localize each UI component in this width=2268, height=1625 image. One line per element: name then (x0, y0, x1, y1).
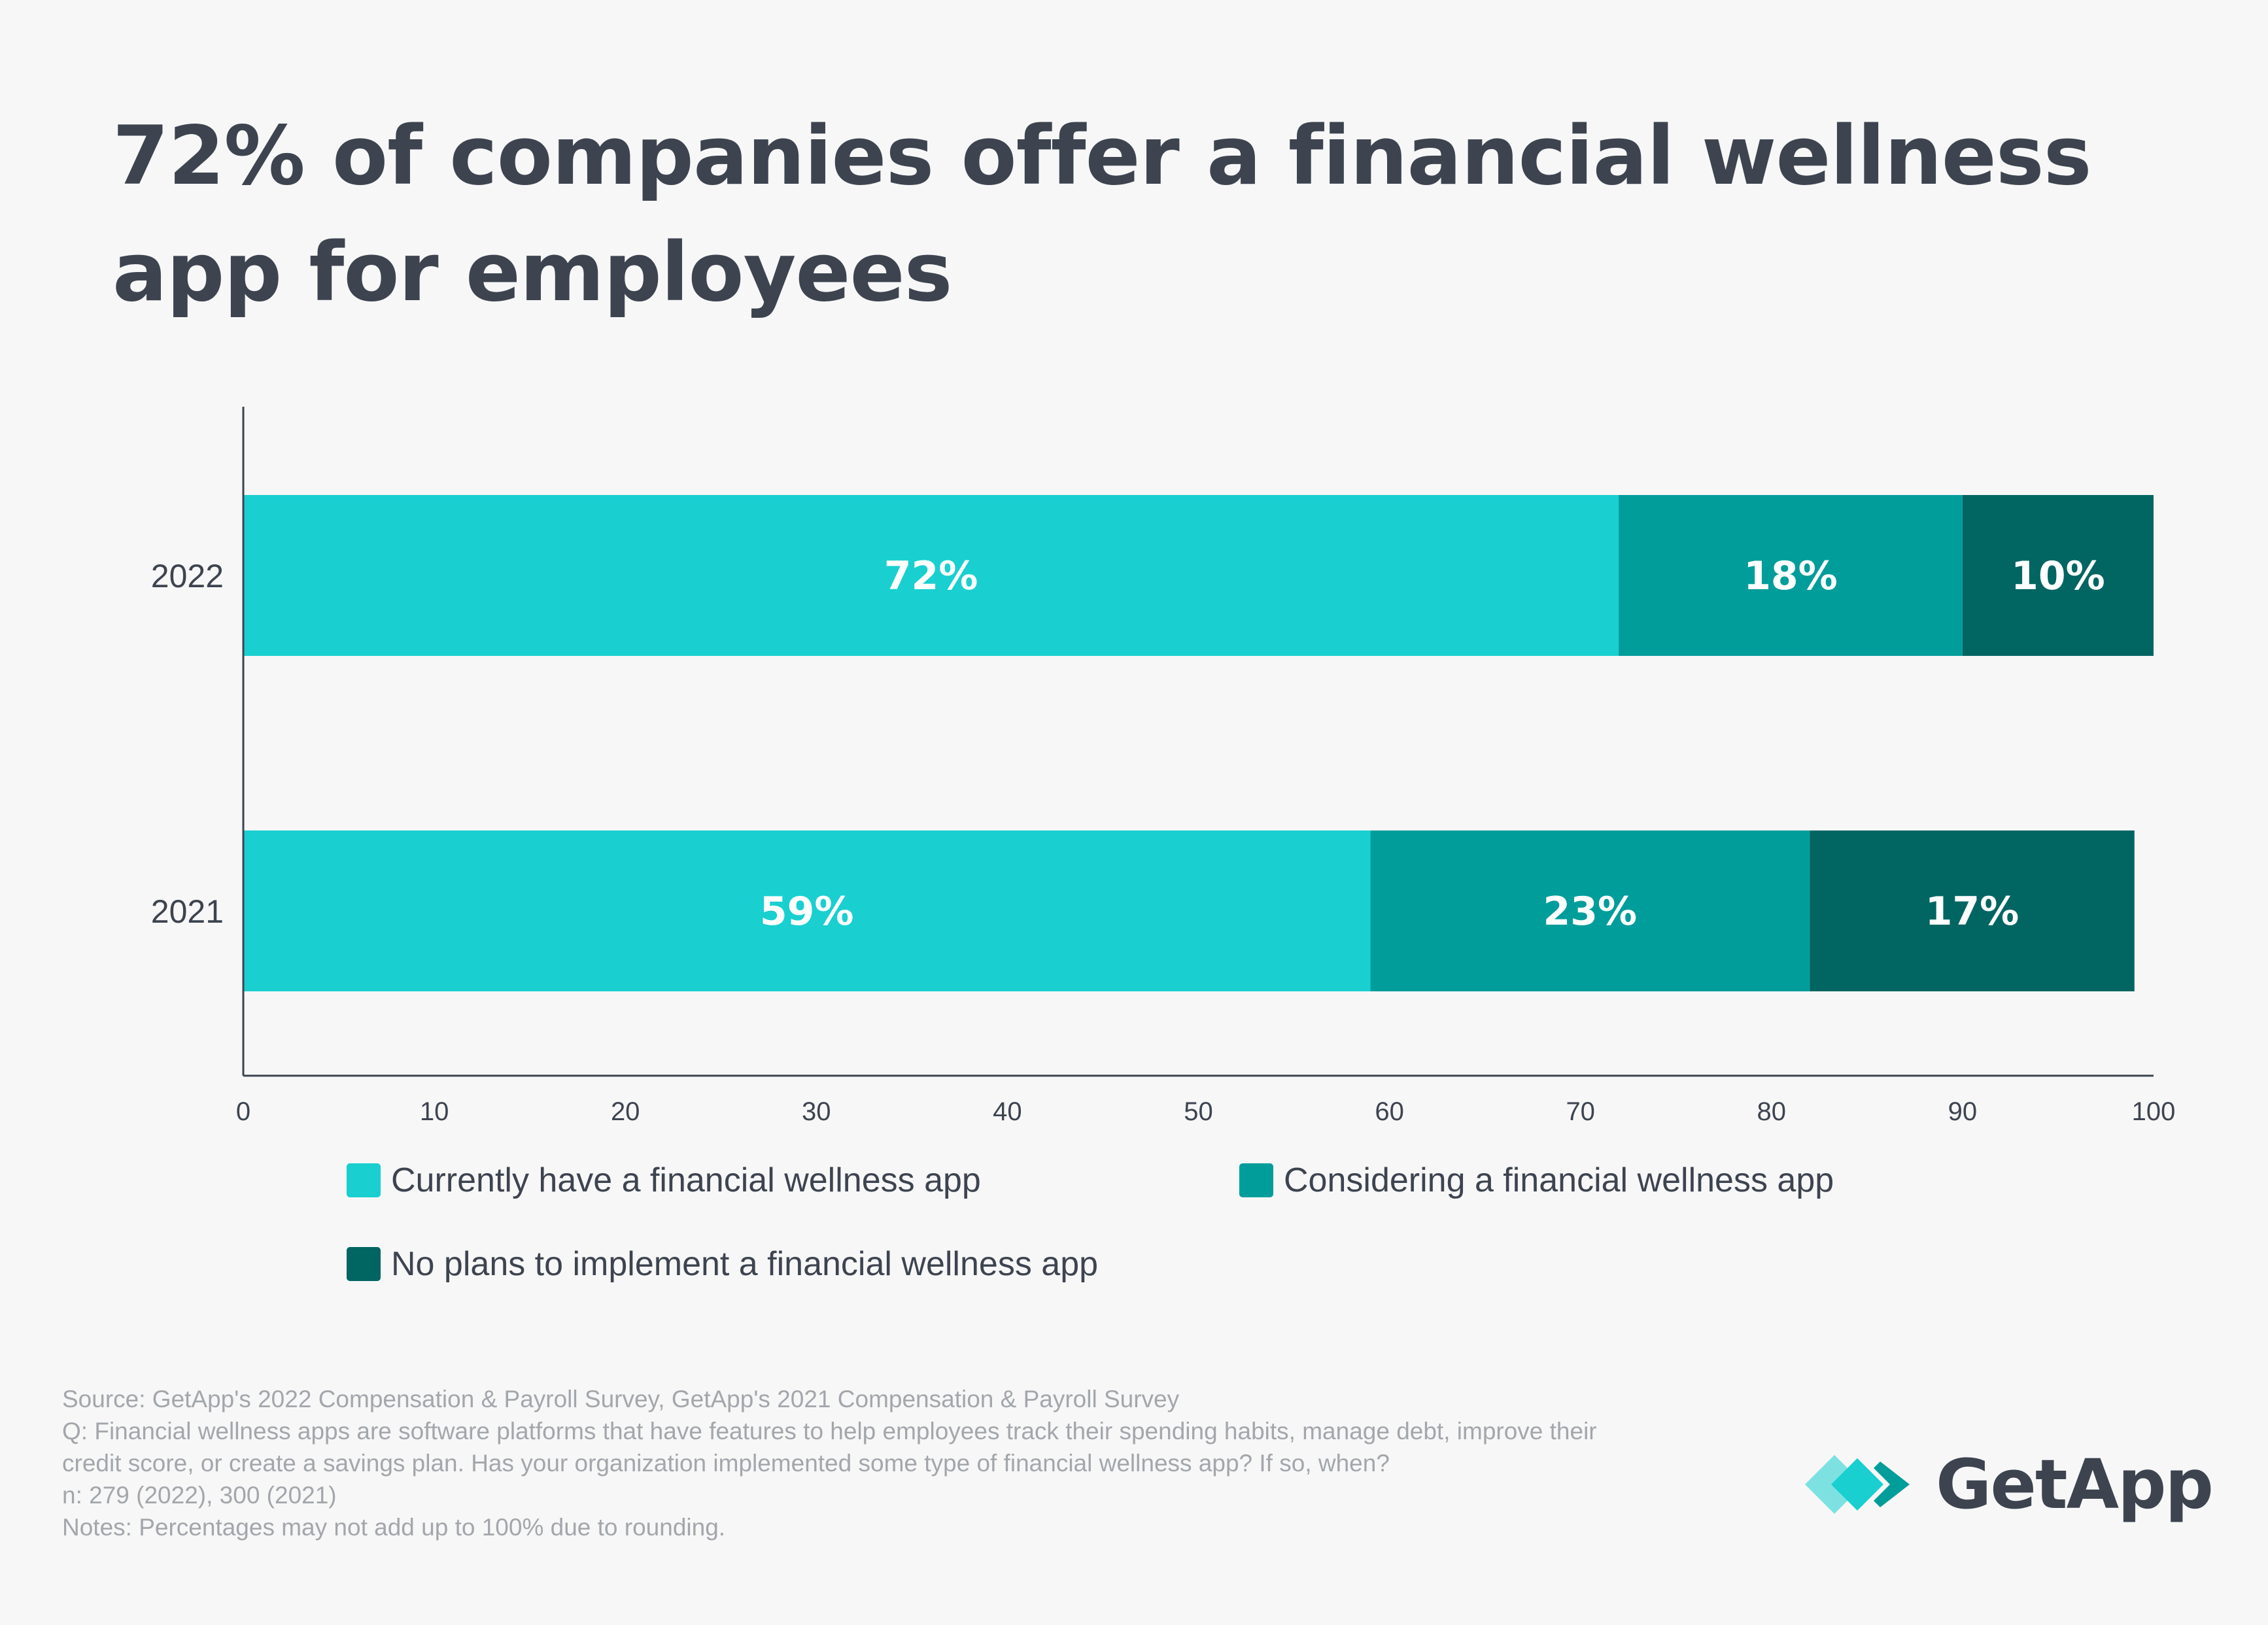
legend-swatch-no-plans (347, 1247, 381, 1281)
legend-item-current: Currently have a financial wellness app (347, 1161, 981, 1200)
data-label-2022-considering: 18% (1744, 553, 1838, 599)
logo-text: GetApp (1936, 1445, 2214, 1524)
legend-item-no-plans: No plans to implement a financial wellne… (347, 1244, 1098, 1284)
chart-title: 72% of companies offer a financial welln… (112, 109, 2092, 320)
legend-label-current: Currently have a financial wellness app (391, 1161, 981, 1199)
x-tick-label-10: 10 (420, 1097, 449, 1125)
notes-text: Notes: Percentages may not add up to 100… (62, 1514, 726, 1541)
y-tick-label-2021: 2021 (151, 893, 224, 930)
sample-size-text: n: 279 (2022), 300 (2021) (62, 1482, 337, 1509)
data-label-2022-no-plans: 10% (2011, 553, 2105, 599)
x-tick-label-80: 80 (1757, 1097, 1787, 1125)
getapp-logo: GetApp (1805, 1435, 2214, 1533)
bar-2021-no-plans (1810, 830, 2135, 991)
bar-2022-considering (1619, 495, 1963, 656)
data-label-2021-current: 59% (760, 889, 854, 934)
bar-2022-no-plans (1962, 495, 2154, 656)
x-tick-label-60: 60 (1375, 1097, 1404, 1125)
stacked-bar-chart: 72% 18% 10% 2022 59% 23% 17% 2021 0 10 20 30 40 50 60 7… (151, 407, 2176, 1125)
legend-swatch-considering (1239, 1163, 1273, 1197)
y-tick-label-2022: 2022 (151, 558, 224, 594)
x-tick-label-90: 90 (1948, 1097, 1978, 1125)
getapp-chevron-icon (1805, 1455, 1910, 1514)
x-tick-label-50: 50 (1184, 1097, 1213, 1125)
legend-label-no-plans: No plans to implement a financial wellne… (391, 1245, 1099, 1283)
bar-2022-current (243, 495, 1619, 656)
x-tick-label-100: 100 (2132, 1097, 2176, 1125)
x-tick-label-70: 70 (1566, 1097, 1595, 1125)
x-tick-label-20: 20 (611, 1097, 640, 1125)
data-label-2022-current: 72% (884, 553, 978, 599)
legend-label-considering: Considering a financial wellness app (1284, 1161, 1834, 1199)
data-label-2021-no-plans: 17% (1925, 889, 2019, 934)
bar-2021-current (243, 830, 1371, 991)
question-text: Q: Financial wellness apps are software … (62, 1418, 1604, 1477)
legend-swatch-current (347, 1163, 381, 1197)
source-text: Source: GetApp's 2022 Compensation & Pay… (62, 1386, 1180, 1412)
x-tick-label-40: 40 (993, 1097, 1022, 1125)
data-label-2021-considering: 23% (1543, 889, 1637, 934)
footer-notes: Source: GetApp's 2022 Compensation & Pay… (62, 1383, 1632, 1543)
bar-2021-considering (1370, 830, 1810, 991)
x-tick-label-30: 30 (802, 1097, 831, 1125)
legend-item-considering: Considering a financial wellness app (1239, 1161, 1834, 1200)
x-tick-label-0: 0 (236, 1097, 250, 1125)
